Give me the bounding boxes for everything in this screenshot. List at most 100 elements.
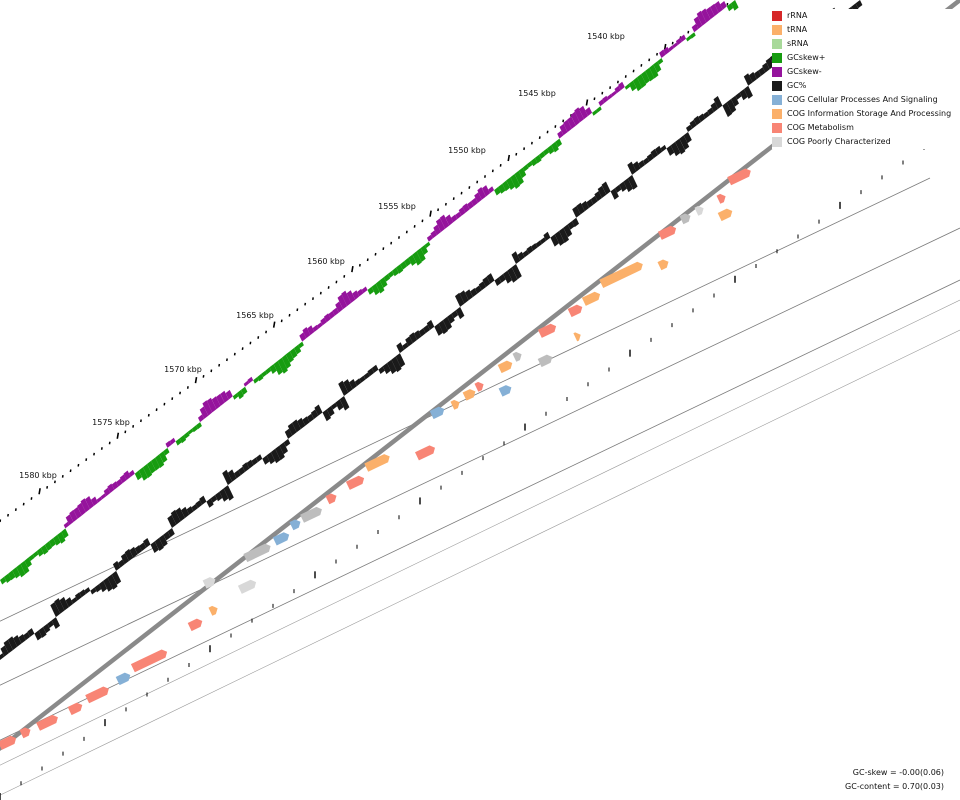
gc-skew-bar bbox=[198, 414, 205, 423]
legend-label: COG Information Storage And Processing bbox=[787, 109, 952, 118]
gc-skew-bar bbox=[96, 496, 103, 503]
gene-arrow bbox=[657, 259, 669, 271]
gc-content-bar bbox=[675, 138, 686, 155]
gc-content-bar bbox=[112, 560, 121, 571]
gc-skew-bar bbox=[155, 454, 165, 468]
legend-item-cog-metabolism: COG Metabolism bbox=[772, 121, 960, 135]
gc-content-bar bbox=[343, 379, 353, 393]
gc-content-bar bbox=[455, 292, 465, 307]
gc-skew-bar bbox=[36, 547, 44, 557]
gene-arrow bbox=[187, 618, 203, 632]
gc-content-bar bbox=[90, 587, 97, 595]
gc-content-bar bbox=[98, 580, 107, 593]
cog-metabolism-swatch-icon bbox=[772, 123, 782, 133]
gc-skew-bar bbox=[165, 440, 172, 448]
gc-skew-bar bbox=[187, 428, 194, 435]
gc-skew-bar bbox=[637, 74, 647, 88]
gc-content-bar bbox=[486, 273, 495, 284]
gc-content-bar bbox=[563, 224, 573, 238]
gc-content-bar bbox=[731, 95, 739, 107]
gc-skew-bar bbox=[8, 570, 16, 581]
gc-content-bar bbox=[550, 234, 559, 247]
gc-content-bar bbox=[111, 570, 122, 585]
gc-content-bar bbox=[679, 135, 690, 150]
gc-content-bar bbox=[302, 416, 310, 426]
gc-skew-bar bbox=[714, 1, 723, 13]
gc-skew-bar bbox=[341, 290, 352, 307]
gc-skew-bar bbox=[387, 270, 394, 278]
gene-arrow bbox=[85, 686, 109, 704]
gc-content-bar bbox=[84, 587, 91, 594]
gc-content-bar bbox=[79, 589, 86, 598]
legend: rRNA tRNA sRNA GCskew+ GCskew- GC% COG C… bbox=[772, 9, 960, 149]
gc-skew-bar bbox=[416, 248, 426, 262]
gc-content-bar bbox=[219, 488, 229, 502]
gc-content-bar bbox=[3, 639, 13, 654]
gc-content-bar bbox=[535, 240, 542, 248]
gc-content-bar bbox=[601, 181, 611, 195]
gc-skew-bar bbox=[253, 377, 259, 384]
gene-arrow bbox=[512, 351, 522, 362]
legend-item-trna: tRNA bbox=[772, 23, 960, 37]
srna-swatch-icon bbox=[772, 39, 782, 49]
gc-skew-bar bbox=[206, 397, 217, 413]
track-guide-line bbox=[0, 227, 960, 686]
gc-skew-bar bbox=[672, 42, 678, 49]
gene-arrow bbox=[599, 261, 643, 288]
gene-arrow bbox=[717, 208, 733, 222]
gc-content-bar bbox=[689, 119, 697, 129]
gc-content-bar bbox=[418, 328, 426, 337]
gc-skew-bar bbox=[337, 294, 348, 310]
gc-content-bar bbox=[590, 195, 598, 205]
gc-skew-bar bbox=[649, 64, 659, 79]
gc-content-bar bbox=[703, 111, 710, 119]
gc-skew-bar bbox=[567, 116, 576, 129]
legend-label: GCskew+ bbox=[787, 53, 826, 62]
gene-arrow bbox=[202, 577, 216, 589]
gc-content-bar bbox=[191, 503, 198, 512]
gc-skew-bar bbox=[585, 107, 593, 116]
gc-content-bar bbox=[660, 144, 667, 152]
gc-content-bar bbox=[339, 396, 350, 411]
gc-content-bar bbox=[586, 199, 594, 208]
gc-content-bar bbox=[246, 459, 254, 469]
gc-skew-bar bbox=[12, 567, 21, 579]
gc-content-bar bbox=[65, 597, 74, 608]
gc-skew-bar bbox=[543, 148, 550, 156]
gc-content-bar bbox=[210, 495, 218, 503]
gc-skew-bar bbox=[69, 509, 78, 522]
gc-skew-bar bbox=[691, 23, 699, 33]
gc-content-bar bbox=[597, 185, 607, 198]
gc-skew-bar bbox=[57, 531, 66, 544]
gc-content-bar bbox=[59, 596, 69, 611]
gc-content-bar bbox=[646, 153, 654, 162]
gene-arrow bbox=[679, 213, 691, 225]
gc-skew-bar bbox=[142, 464, 153, 478]
gc-skew-bar bbox=[159, 451, 168, 463]
gc-content-bar bbox=[43, 623, 51, 634]
gene-arrow bbox=[300, 506, 322, 523]
rrna-swatch-icon bbox=[772, 11, 782, 21]
gc-skew-bar bbox=[579, 105, 588, 120]
gc-content-bar bbox=[470, 288, 478, 297]
gc-skew-bar bbox=[265, 367, 272, 375]
gc-content-bar bbox=[614, 184, 622, 193]
gc-content-bar bbox=[666, 145, 675, 156]
gc-skew-bar bbox=[73, 506, 82, 519]
gc-content-bar bbox=[405, 336, 413, 347]
gc-content-bar bbox=[255, 454, 263, 462]
gc-content-bar bbox=[494, 277, 502, 286]
gcskew-positive-swatch-icon bbox=[772, 53, 782, 63]
gene-arrow bbox=[36, 714, 58, 731]
gc-skew-bar bbox=[375, 280, 385, 294]
gc-skew-bar bbox=[367, 286, 374, 295]
gc-skew-bar bbox=[720, 1, 727, 10]
track-guide-line bbox=[0, 299, 960, 766]
gc-content-bar bbox=[270, 448, 281, 464]
gene-arrow bbox=[462, 389, 476, 401]
gc-content-bar bbox=[686, 124, 693, 132]
gc-skew-bar bbox=[570, 111, 580, 126]
gc-skew-bar bbox=[294, 344, 302, 355]
gc-content-bar bbox=[170, 509, 181, 525]
trna-swatch-icon bbox=[772, 25, 782, 35]
